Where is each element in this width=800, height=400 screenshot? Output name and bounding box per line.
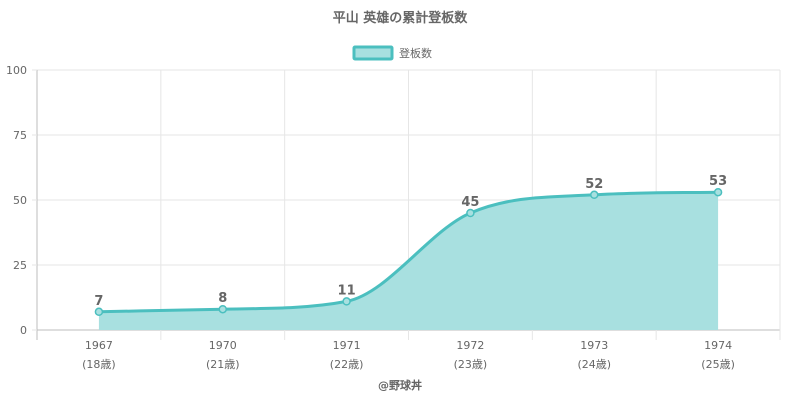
data-point[interactable] xyxy=(590,190,599,200)
x-tick-label: 1971 xyxy=(333,339,361,352)
y-tick-label: 0 xyxy=(20,324,27,337)
y-tick-label: 25 xyxy=(13,259,27,272)
series-line xyxy=(98,190,719,314)
y-tick-label: 100 xyxy=(6,64,27,77)
y-tick-label: 50 xyxy=(13,194,27,207)
data-point[interactable] xyxy=(713,187,723,197)
data-label: 11 xyxy=(338,283,356,298)
y-axis: 0 25 50 75 100 xyxy=(6,64,37,337)
x-tick-sublabel: (25歳) xyxy=(701,358,735,371)
x-tick-label: 1973 xyxy=(580,339,608,352)
legend-label: 登板数 xyxy=(399,46,432,60)
data-label: 52 xyxy=(585,177,603,192)
x-axis: 1967 (18歳) 1970 (21歳) 1971 (22歳) 1972 (23歳) 1973… xyxy=(82,339,735,371)
data-point[interactable] xyxy=(218,304,227,314)
legend-swatch xyxy=(352,45,394,61)
legend[interactable]: 登板数 xyxy=(352,45,432,61)
plot-area xyxy=(94,187,723,330)
x-tick-sublabel: (21歳) xyxy=(206,358,240,371)
data-point[interactable] xyxy=(342,297,351,306)
x-tick-label: 1967 xyxy=(85,339,113,352)
x-tick-label: 1974 xyxy=(704,339,732,352)
x-tick-sublabel: (22歳) xyxy=(330,358,364,371)
data-labels: 7 8 11 45 52 53 xyxy=(94,174,727,309)
data-label: 7 xyxy=(94,294,103,309)
gridlines xyxy=(36,69,781,340)
data-point[interactable] xyxy=(466,208,475,218)
x-tick-sublabel: (18歳) xyxy=(82,358,116,371)
footer-credit: @野球丼 xyxy=(378,378,422,392)
x-tick-sublabel: (23歳) xyxy=(454,358,488,371)
data-label: 53 xyxy=(709,174,727,189)
data-point[interactable] xyxy=(94,307,104,317)
data-label: 8 xyxy=(218,291,227,306)
x-tick-sublabel: (24歳) xyxy=(577,358,611,371)
chart-title: 平山 英雄の累計登板数 xyxy=(333,10,469,26)
y-tick-label: 75 xyxy=(13,129,27,142)
data-label: 45 xyxy=(461,195,479,210)
x-tick-label: 1970 xyxy=(209,339,237,352)
x-tick-label: 1972 xyxy=(456,339,484,352)
